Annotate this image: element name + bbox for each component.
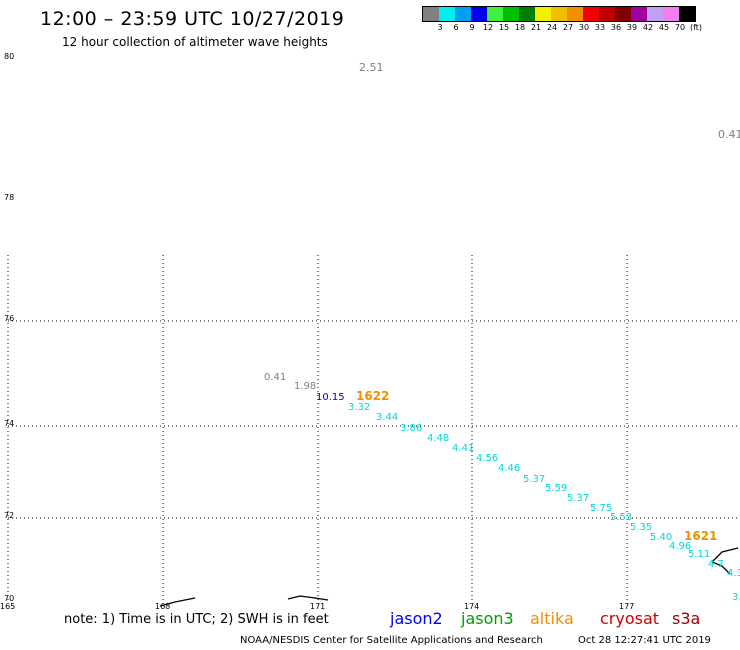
color-swatch bbox=[535, 7, 551, 21]
latitude-label: 76 bbox=[4, 314, 14, 323]
wave-height-value: 4.3 bbox=[727, 568, 740, 579]
longitude-label: 171 bbox=[310, 602, 325, 611]
color-swatch bbox=[423, 7, 439, 21]
color-scale-label: 24 bbox=[546, 23, 558, 32]
wave-height-value: 5.37 bbox=[567, 493, 589, 504]
color-swatch bbox=[599, 7, 615, 21]
color-scale-label: 18 bbox=[514, 23, 526, 32]
pass-time-label: 1621 bbox=[684, 529, 717, 543]
color-scale-label: 70 bbox=[674, 23, 686, 32]
wave-height-value: 5.11 bbox=[688, 549, 710, 560]
wave-height-value: 5.53 bbox=[610, 512, 632, 523]
latitude-label: 78 bbox=[4, 193, 14, 202]
wave-height-value: 4.56 bbox=[476, 453, 498, 464]
wave-height-value: 0.41 bbox=[264, 372, 286, 383]
color-scale-label: 12 bbox=[482, 23, 494, 32]
color-swatch bbox=[519, 7, 535, 21]
color-swatch bbox=[647, 7, 663, 21]
pass-time-label: 1622 bbox=[356, 389, 389, 403]
color-scale-label: 45 bbox=[658, 23, 670, 32]
color-swatch bbox=[631, 7, 647, 21]
wave-height-value: 3.86 bbox=[400, 423, 422, 434]
latitude-labels: 80 78 76 74 72 70 bbox=[4, 52, 14, 603]
note-text: note: 1) Time is in UTC; 2) SWH is in fe… bbox=[64, 612, 329, 627]
color-swatch bbox=[551, 7, 567, 21]
satellite-legend-s3a: s3a bbox=[672, 609, 701, 628]
color-swatch bbox=[679, 7, 695, 21]
color-swatch bbox=[615, 7, 631, 21]
color-swatch bbox=[471, 7, 487, 21]
color-swatch bbox=[439, 7, 455, 21]
wave-height-value: 3.44 bbox=[376, 412, 398, 423]
color-scale-label: 9 bbox=[469, 23, 475, 32]
coastline-segment bbox=[159, 597, 196, 607]
map-subtitle: 12 hour collection of altimeter wave hei… bbox=[62, 35, 328, 49]
color-scale-label: 3 bbox=[437, 23, 443, 32]
longitude-labels: 165 168 171 174 177 bbox=[0, 602, 634, 611]
color-scale-label: 36 bbox=[610, 23, 622, 32]
color-swatch bbox=[583, 7, 599, 21]
wave-height-value: 4.46 bbox=[498, 463, 520, 474]
latitude-label: 70 bbox=[4, 594, 14, 603]
longitude-label: 165 bbox=[0, 602, 15, 611]
wave-height-value: 2.51 bbox=[359, 61, 384, 74]
latitude-label: 74 bbox=[4, 419, 14, 428]
longitude-label: 174 bbox=[464, 602, 479, 611]
color-scale-label: 33 bbox=[594, 23, 606, 32]
satellite-legend-jason3: jason3 bbox=[461, 609, 514, 628]
wave-height-value: 5.59 bbox=[545, 483, 567, 494]
longitude-label: 168 bbox=[155, 602, 170, 611]
wave-height-value: 5.40 bbox=[650, 532, 672, 543]
color-swatch bbox=[567, 7, 583, 21]
wave-height-value: 10.15 bbox=[316, 392, 345, 403]
color-scale-label: 39 bbox=[626, 23, 638, 32]
color-scale-label: 21 bbox=[530, 23, 542, 32]
color-swatch bbox=[503, 7, 519, 21]
wave-height-value: 4.41 bbox=[452, 443, 474, 454]
satellite-legend-jason2: jason2 bbox=[390, 609, 443, 628]
coastline-segment bbox=[287, 595, 329, 601]
wave-height-value: 4.7 bbox=[708, 559, 724, 570]
wave-height-value: 0.41 bbox=[718, 128, 740, 141]
color-scale-label: 6 bbox=[453, 23, 459, 32]
wave-height-value: 4.96 bbox=[669, 541, 691, 552]
wave-height-value: 3.32 bbox=[348, 402, 370, 413]
color-swatch bbox=[455, 7, 471, 21]
wave-height-value: 5.37 bbox=[523, 474, 545, 485]
coastline bbox=[159, 547, 739, 607]
color-swatch bbox=[487, 7, 503, 21]
map-title: 12:00 – 23:59 UTC 10/27/2019 bbox=[40, 8, 345, 30]
wave-height-value: 5.75 bbox=[590, 503, 612, 514]
latitude-label: 80 bbox=[4, 52, 14, 61]
color-scale-label: 15 bbox=[498, 23, 510, 32]
color-scale-label: 27 bbox=[562, 23, 574, 32]
longitude-label: 177 bbox=[619, 602, 634, 611]
graticule bbox=[7, 255, 738, 600]
satellite-legend-altika: altika bbox=[530, 609, 574, 628]
footer-credit: NOAA/NESDIS Center for Satellite Applica… bbox=[240, 635, 543, 646]
color-scale-label: 42 bbox=[642, 23, 654, 32]
coastline-segment bbox=[711, 561, 731, 575]
wave-height-value: 3. bbox=[732, 592, 740, 603]
color-scale-label: (ft) bbox=[689, 23, 703, 32]
footer-timestamp: Oct 28 12:27:41 UTC 2019 bbox=[578, 635, 711, 646]
color-swatch bbox=[663, 7, 679, 21]
wave-height-value: 4.48 bbox=[427, 433, 449, 444]
wave-height-value: 5.35 bbox=[630, 522, 652, 533]
satellite-legend-cryosat: cryosat bbox=[600, 609, 660, 628]
wave-height-color-scale bbox=[422, 6, 696, 22]
coastline-segment bbox=[711, 547, 739, 563]
wave-height-value: 1.98 bbox=[294, 381, 316, 392]
latitude-label: 72 bbox=[4, 511, 14, 520]
color-scale-label: 30 bbox=[578, 23, 590, 32]
wave-height-observations: 2.510.410.411.9810.153.323.443.864.484.4… bbox=[264, 61, 740, 603]
